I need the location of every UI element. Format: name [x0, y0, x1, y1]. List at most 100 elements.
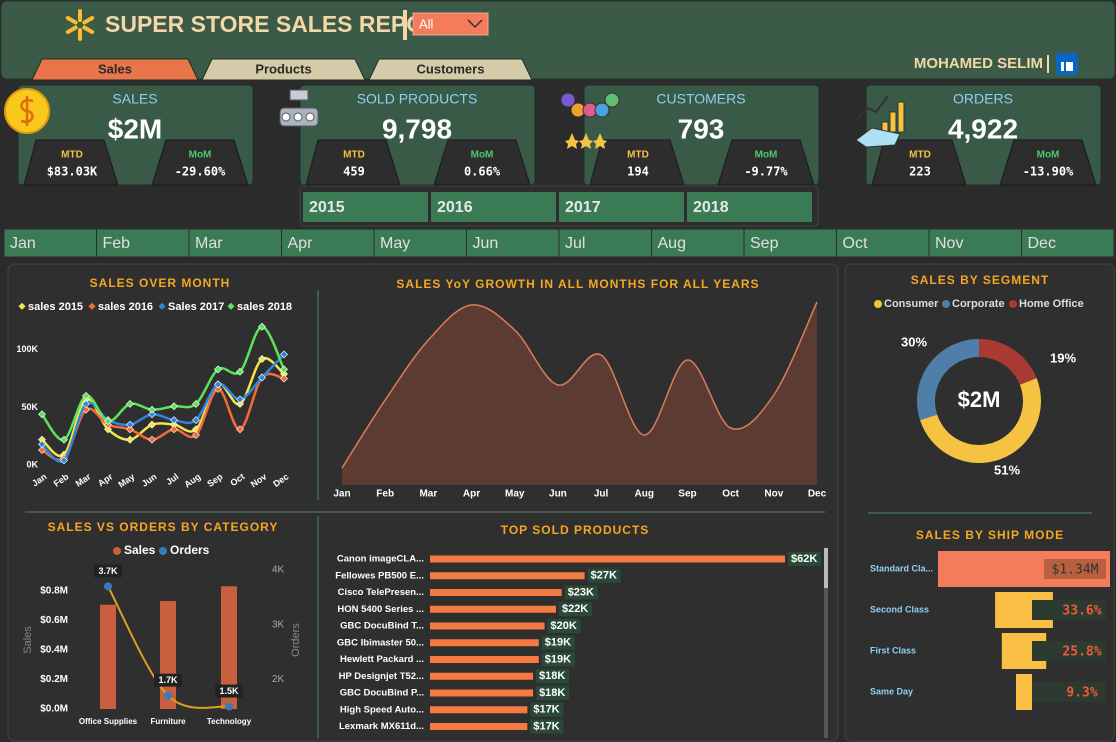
data-label: 25.8% — [1062, 645, 1101, 660]
year-button[interactable] — [559, 192, 684, 222]
month-button[interactable] — [466, 228, 560, 258]
point-marker — [170, 416, 178, 425]
month-label[interactable]: Dec — [1028, 235, 1056, 252]
month-label[interactable]: May — [380, 235, 410, 252]
customers-icon-person — [594, 102, 610, 118]
bar — [430, 605, 556, 613]
month-button[interactable] — [188, 228, 282, 258]
y2-tick-label: 2K — [272, 674, 285, 685]
month-label[interactable]: Oct — [843, 235, 868, 252]
legend-marker — [874, 300, 882, 308]
point-marker — [148, 435, 156, 444]
filter-value[interactable]: All — [419, 16, 434, 31]
bar — [430, 672, 534, 680]
y-tick-label: $0.2M — [40, 674, 68, 685]
year-button[interactable] — [303, 192, 428, 222]
orders-icon-bar — [897, 101, 905, 133]
data-label-box — [541, 652, 575, 667]
month-button[interactable] — [3, 228, 97, 258]
point-marker — [192, 431, 200, 440]
year-label[interactable]: 2017 — [565, 199, 601, 216]
bar — [430, 622, 545, 630]
logo-spoke — [82, 16, 95, 25]
month-label[interactable]: Mar — [195, 235, 223, 252]
mtd-box — [305, 139, 401, 186]
category-label: HON 5400 Series ... — [337, 604, 424, 615]
nav-tab[interactable] — [31, 58, 199, 81]
data-label: $27K — [591, 570, 617, 582]
nav-tab[interactable] — [368, 58, 533, 81]
point-marker — [192, 416, 200, 425]
month-label[interactable]: Aug — [658, 235, 686, 252]
point-marker — [126, 399, 134, 408]
legend-label: sales 2015 — [28, 301, 83, 313]
products-icon-part — [293, 112, 303, 122]
filter-dropdown[interactable] — [412, 12, 489, 36]
bar — [430, 656, 539, 663]
month-button[interactable] — [558, 228, 652, 258]
month-label[interactable]: Sep — [750, 235, 779, 252]
mom-value: -13.90% — [1023, 165, 1074, 179]
legend-label: Consumer — [884, 298, 939, 310]
month-button[interactable] — [743, 228, 837, 258]
customers-icon-star — [565, 133, 579, 149]
point-marker — [148, 410, 156, 419]
point-marker — [236, 399, 244, 408]
year-label[interactable]: 2018 — [693, 199, 729, 216]
month-button[interactable] — [373, 228, 467, 258]
dropdown-chevron — [467, 19, 483, 29]
nav-tab-label[interactable]: Customers — [417, 61, 485, 76]
area-line — [341, 301, 818, 469]
mtd-value: $83.03K — [47, 165, 98, 179]
category-label: Cisco TelePresen... — [338, 587, 424, 598]
report-title: SUPER STORE SALES REPORT — [105, 11, 455, 37]
kpi-value: $2M — [108, 113, 162, 144]
point-marker — [170, 425, 178, 434]
month-label[interactable]: Nov — [935, 235, 963, 252]
nav-tab[interactable] — [201, 58, 366, 81]
nav-tab-label[interactable]: Products — [255, 61, 311, 76]
main-panel — [7, 263, 839, 742]
point-marker — [170, 402, 178, 411]
legend-marker — [159, 547, 167, 555]
month-label[interactable]: Jun — [473, 235, 499, 252]
mom-label: MoM — [189, 150, 212, 161]
month-label[interactable]: Jul — [565, 235, 585, 252]
products-icon-part — [289, 89, 309, 101]
scrollbar-track[interactable] — [824, 548, 828, 738]
year-button[interactable] — [687, 192, 812, 222]
year-button[interactable] — [431, 192, 556, 222]
legend-label: Orders — [170, 543, 210, 557]
chart-title: SALES VS ORDERS BY CATEGORY — [48, 520, 279, 534]
data-label: 3.7K — [98, 566, 118, 576]
data-label: $22K — [562, 603, 588, 615]
logo-spoke — [65, 16, 78, 25]
kpi-title: SALES — [112, 91, 157, 107]
year-label[interactable]: 2016 — [437, 199, 473, 216]
bar — [430, 589, 562, 596]
point-marker — [38, 440, 46, 449]
month-button[interactable] — [1021, 228, 1115, 258]
customers-icon-person — [604, 92, 620, 108]
year-label[interactable]: 2015 — [309, 199, 345, 216]
kpi-title: CUSTOMERS — [656, 91, 745, 107]
donut-center-label: $2M — [958, 387, 1001, 412]
scrollbar-thumb[interactable] — [824, 548, 828, 588]
data-label: $18K — [539, 670, 565, 682]
bar — [100, 604, 116, 709]
month-label[interactable]: Apr — [288, 235, 314, 252]
mtd-box — [589, 139, 685, 186]
data-label: 19% — [1050, 350, 1076, 365]
nav-tab-label[interactable]: Sales — [98, 61, 132, 76]
category-label: Canon imageCLA... — [337, 554, 424, 565]
x-tick-label: Dec — [808, 489, 827, 500]
mom-label: MoM — [755, 150, 778, 161]
x-tick-label: Aug — [635, 489, 654, 500]
point-marker — [82, 399, 90, 408]
month-label[interactable]: Jan — [10, 235, 36, 252]
point-marker — [60, 435, 68, 444]
legend-marker — [1009, 300, 1017, 308]
month-label[interactable]: Feb — [103, 235, 131, 252]
legend-marker — [113, 547, 121, 555]
side-panel — [844, 263, 1115, 742]
